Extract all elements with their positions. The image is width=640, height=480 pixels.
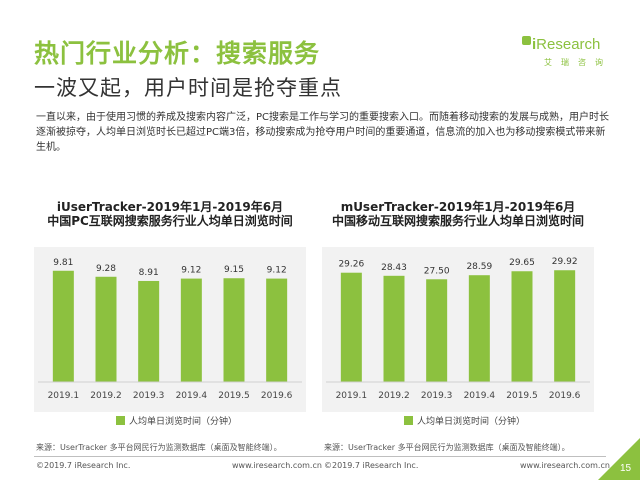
- chart-title: mUserTracker-2019年1月-2019年6月: [340, 200, 576, 214]
- footer-website-link[interactable]: www.iresearch.com.cn: [520, 461, 610, 470]
- chart-title: iUserTracker-2019年1月-2019年6月: [56, 200, 284, 214]
- data-label: 9.12: [267, 266, 287, 276]
- bar-2019.3: [426, 279, 448, 382]
- x-tick-label: 2019.4: [464, 391, 496, 401]
- source-note: 来源：UserTracker 多平台网民行为监测数据库（桌面及智能终端）。: [324, 443, 570, 452]
- x-tick-label: 2019.5: [218, 391, 250, 401]
- logo-chinese-name: 艾瑞咨询: [544, 58, 612, 67]
- footer-copyright: ©2019.7 iResearch Inc.: [36, 461, 131, 470]
- chart-subtitle: 中国PC互联网搜索服务行业人均单日浏览时间: [47, 214, 293, 228]
- logo-mark-icon: [522, 36, 531, 45]
- plot-area: 9.81 2019.1 9.28 2019.2 8.91 2019.3 9.12 2019.4…: [34, 247, 306, 412]
- data-label: 9.12: [181, 266, 201, 276]
- bar-2019.1: [52, 270, 74, 382]
- page-corner-decoration: [598, 438, 640, 480]
- bar-2019.5: [511, 271, 533, 382]
- footer-website-link[interactable]: www.iresearch.com.cn: [232, 461, 322, 470]
- bar-2019.4: [180, 278, 202, 382]
- data-label: 9.81: [53, 258, 73, 268]
- mobile-bar-chart: 29.26 2019.1 28.43 2019.2 27.50 2019.3 28.59 20…: [326, 257, 590, 401]
- chart-legend: 人均单日浏览时间（分钟）: [116, 414, 237, 428]
- logo-wordmark: iResearch: [532, 36, 601, 53]
- x-tick-label: 2019.2: [378, 391, 410, 401]
- pc-bar-chart: 9.81 2019.1 9.28 2019.2 8.91 2019.3 9.12 2019.4…: [38, 258, 302, 401]
- chart-subtitle: 中国移动互联网搜索服务行业人均单日浏览时间: [331, 214, 584, 228]
- x-tick-label: 2019.6: [261, 391, 293, 401]
- x-tick-label: 2019.2: [90, 391, 122, 401]
- footer-copyright: ©2019.7 iResearch Inc.: [324, 461, 419, 470]
- x-tick-label: 2019.3: [421, 391, 453, 401]
- data-label: 28.43: [381, 263, 407, 273]
- x-tick-label: 2019.1: [336, 391, 368, 401]
- legend-swatch: [116, 416, 125, 425]
- bar-2019.6: [266, 278, 288, 382]
- bar-2019.4: [468, 275, 490, 382]
- bar-2019.2: [95, 276, 117, 382]
- data-label: 29.26: [338, 260, 364, 270]
- mobile-chart-panel: mUserTracker-2019年1月-2019年6月 中国移动互联网搜索服务…: [322, 190, 594, 430]
- data-label: 9.28: [96, 264, 116, 274]
- chart-legend: 人均单日浏览时间（分钟）: [404, 414, 525, 428]
- x-tick-label: 2019.3: [133, 391, 165, 401]
- plot-area: 29.26 2019.1 28.43 2019.2 27.50 2019.3 28.59 20…: [322, 247, 594, 412]
- bar-2019.6: [554, 270, 576, 382]
- data-label: 9.15: [224, 265, 244, 275]
- bar-2019.5: [223, 278, 245, 382]
- x-tick-label: 2019.5: [506, 391, 538, 401]
- bar-2019.3: [138, 280, 160, 382]
- bar-2019.1: [340, 272, 362, 382]
- x-tick-label: 2019.1: [48, 391, 79, 401]
- data-label: 27.50: [424, 266, 450, 276]
- legend-label: 人均单日浏览时间（分钟）: [417, 417, 526, 427]
- legend-swatch: [404, 416, 413, 425]
- data-label: 28.59: [466, 262, 492, 272]
- x-tick-label: 2019.4: [176, 391, 208, 401]
- page-subtitle: 一波又起，用户时间是抢夺重点: [34, 76, 342, 100]
- x-tick-label: 2019.6: [549, 391, 581, 401]
- source-note: 来源：UserTracker 多平台网民行为监测数据库（桌面及智能终端）。: [36, 443, 282, 452]
- data-label: 29.92: [552, 257, 578, 267]
- legend-label: 人均单日浏览时间（分钟）: [129, 417, 238, 427]
- page-title: 热门行业分析：搜索服务: [34, 39, 321, 68]
- body-paragraph: 一直以来，由于使用习惯的养成及搜索内容广泛，PC搜索是工作与学习的重要搜索入口。…: [36, 112, 610, 153]
- data-label: 8.91: [139, 268, 159, 278]
- iresearch-logo: iResearch 艾瑞咨询: [522, 36, 612, 70]
- data-label: 29.65: [509, 258, 535, 268]
- pc-chart-panel: iUserTracker-2019年1月-2019年6月 中国PC互联网搜索服务…: [34, 190, 306, 430]
- footer-divider: [34, 456, 606, 457]
- page-number: 15: [620, 463, 632, 474]
- bar-2019.2: [383, 275, 405, 382]
